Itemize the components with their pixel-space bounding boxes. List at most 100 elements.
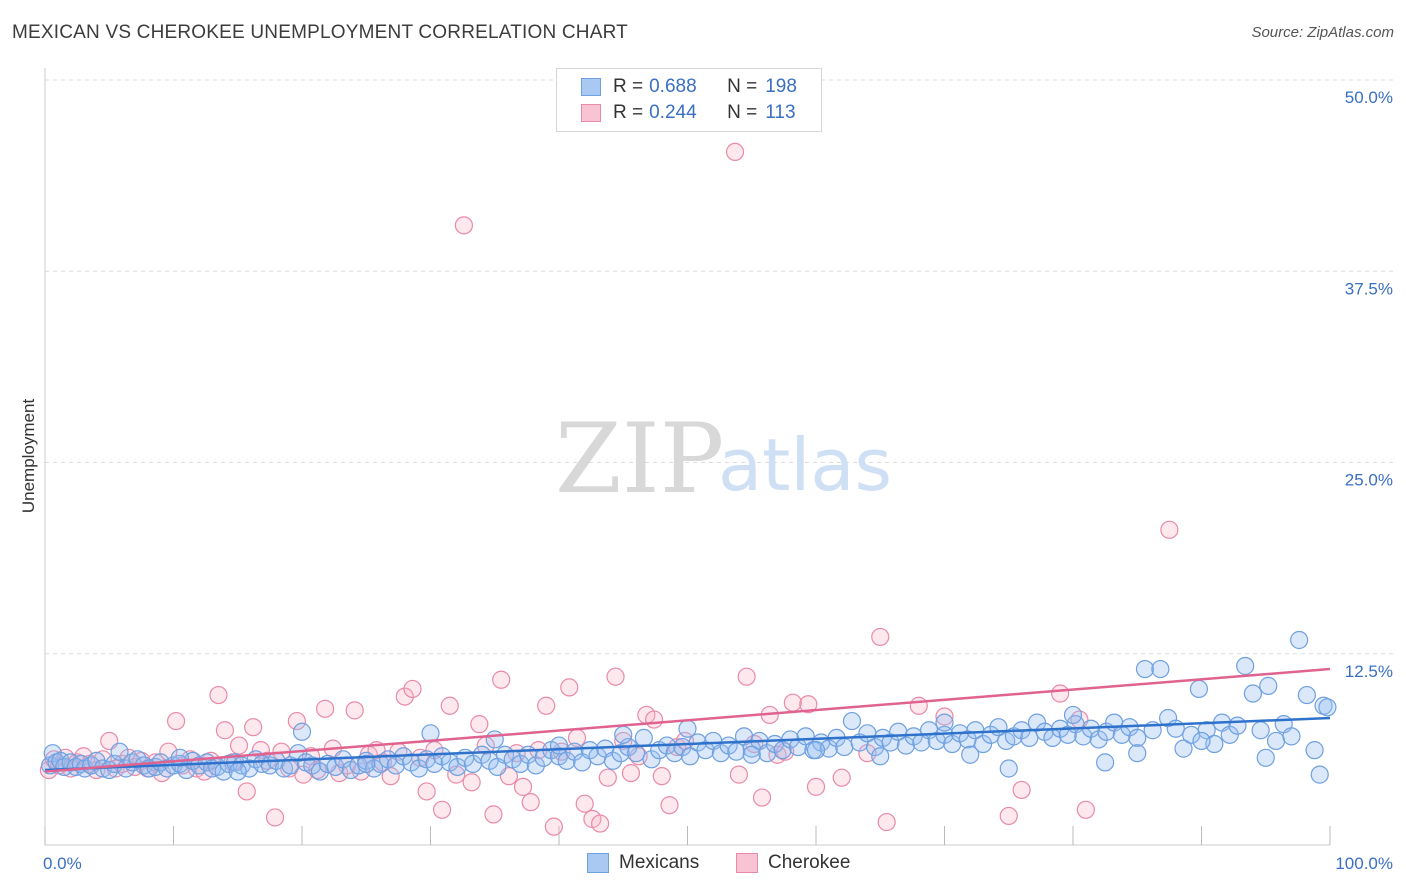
legend-row-mexicans: R = 0.688 N = 198	[581, 75, 797, 99]
mexicans-point	[1174, 739, 1193, 758]
mexicans-point	[1135, 659, 1155, 679]
mexicans-point	[603, 751, 623, 770]
mexicans-point	[292, 722, 312, 741]
cherokee-point	[1051, 684, 1070, 703]
cherokee-point	[345, 701, 364, 720]
cherokee-point	[513, 777, 533, 796]
mexicans-point	[1096, 753, 1115, 772]
mexicans-point	[557, 751, 576, 770]
cherokee-point	[909, 696, 928, 715]
mexicans-point	[511, 754, 530, 774]
mexicans-point	[66, 757, 85, 777]
cherokee-point	[621, 763, 641, 783]
legend-label-mexicans: Mexicans	[619, 852, 700, 873]
mexicans-point	[1259, 676, 1278, 695]
mexicans-point	[1151, 659, 1170, 679]
cherokee-point	[871, 627, 890, 647]
cherokee-point	[935, 707, 954, 726]
cherokee-point	[432, 800, 452, 819]
cherokee-point	[1076, 800, 1095, 819]
mexicans-point	[1251, 721, 1270, 740]
mexicans-point	[842, 711, 862, 731]
cherokee-point	[729, 765, 749, 784]
legend-n-value: 198	[765, 76, 797, 97]
legend-swatch-cherokee	[581, 104, 601, 122]
mexicans-point	[727, 742, 746, 761]
mexicans-point	[110, 742, 129, 761]
mexicans-point	[711, 744, 731, 763]
mexicans-point	[1220, 725, 1239, 744]
mexicans-point	[626, 744, 646, 763]
y-tick-label: 25.0%	[1345, 471, 1393, 490]
mexicans-point	[1318, 698, 1337, 717]
mexicans-point	[1020, 728, 1039, 748]
source-label: Source: ZipAtlas.com	[1251, 24, 1394, 41]
axis-layer: 12.5% 25.0% 37.5% 50.0% 0.0% 100.0%	[43, 68, 1393, 873]
mexicans-point	[614, 725, 633, 744]
trend-lines	[44, 667, 1331, 773]
cherokee-point	[316, 699, 335, 718]
mexicans-point	[806, 741, 826, 760]
cherokee-point	[244, 718, 263, 737]
cherokee-point	[521, 793, 540, 812]
legend-row-cherokee: R = 0.244 N = 113	[581, 101, 796, 125]
mexicans-point	[1266, 731, 1286, 751]
cherokee-point	[492, 670, 511, 689]
legend-item-mexicans[interactable]: Mexicans	[587, 852, 699, 874]
cherokee-point	[606, 667, 625, 686]
x-tick-label: 0.0%	[43, 854, 82, 873]
cherokee-point	[544, 817, 563, 836]
mexicans-point	[549, 736, 569, 755]
mexicans-point	[448, 757, 467, 777]
legend-item-cherokee[interactable]: Cherokee	[736, 852, 850, 874]
cherokee-point	[652, 767, 671, 786]
y-axis-label: Unemployment	[19, 399, 38, 514]
mexicans-point	[1089, 730, 1108, 749]
cherokee-point	[537, 696, 556, 715]
cherokee-point	[799, 695, 818, 714]
cherokee-point	[598, 768, 617, 787]
watermark-zip: ZIP	[555, 403, 724, 515]
y-tick-label: 37.5%	[1345, 279, 1393, 298]
cherokee-point	[403, 679, 422, 699]
mexicans-point	[526, 756, 545, 775]
chart-title: MEXICAN VS CHEROKEE UNEMPLOYMENT CORRELA…	[12, 22, 628, 43]
x-tick-label: 100.0%	[1335, 854, 1393, 873]
mexicans-point	[228, 762, 247, 781]
cherokee-point	[209, 685, 228, 705]
cherokee-point	[783, 693, 802, 712]
mexicans-point	[1243, 684, 1263, 703]
mexicans-point	[642, 750, 661, 769]
mexicans-point	[758, 744, 777, 763]
legend-n-label: N =	[727, 76, 758, 97]
legend-r-label: R =	[613, 76, 644, 97]
mexicans-point	[678, 719, 697, 738]
legend-swatch-mexicans	[587, 853, 609, 873]
cherokee-point	[737, 667, 756, 686]
cherokee-point	[725, 142, 745, 162]
mexicans-point	[43, 744, 62, 763]
mexicans-point	[1128, 744, 1147, 763]
legend-n-label: N =	[727, 102, 758, 123]
cherokee-point	[395, 687, 414, 706]
mexicans-point	[1189, 679, 1209, 699]
cherokee-point	[877, 812, 896, 832]
mexicans-point	[896, 736, 916, 755]
legend-r-label: R =	[613, 102, 644, 123]
mexicans-point	[935, 713, 954, 732]
cherokee-point	[229, 736, 249, 755]
cherokee-point	[484, 805, 503, 824]
series-legend: Mexicans Cherokee	[0, 852, 1406, 876]
mexicans-point	[1192, 731, 1211, 751]
legend-r-value: 0.688	[649, 76, 697, 97]
cherokee-point	[575, 794, 594, 813]
cherokee-point	[1160, 520, 1179, 539]
stats-legend: R = 0.688 N = 198 R = 0.244 N = 113	[556, 68, 822, 132]
legend-n-value: 113	[765, 102, 796, 123]
watermark-atlas: atlas	[718, 423, 892, 507]
mexicans-point	[961, 745, 980, 764]
cherokee-point	[806, 777, 826, 796]
mexicans-point	[634, 728, 653, 748]
cherokee-point	[591, 814, 610, 833]
mexicans-point	[1310, 765, 1329, 784]
